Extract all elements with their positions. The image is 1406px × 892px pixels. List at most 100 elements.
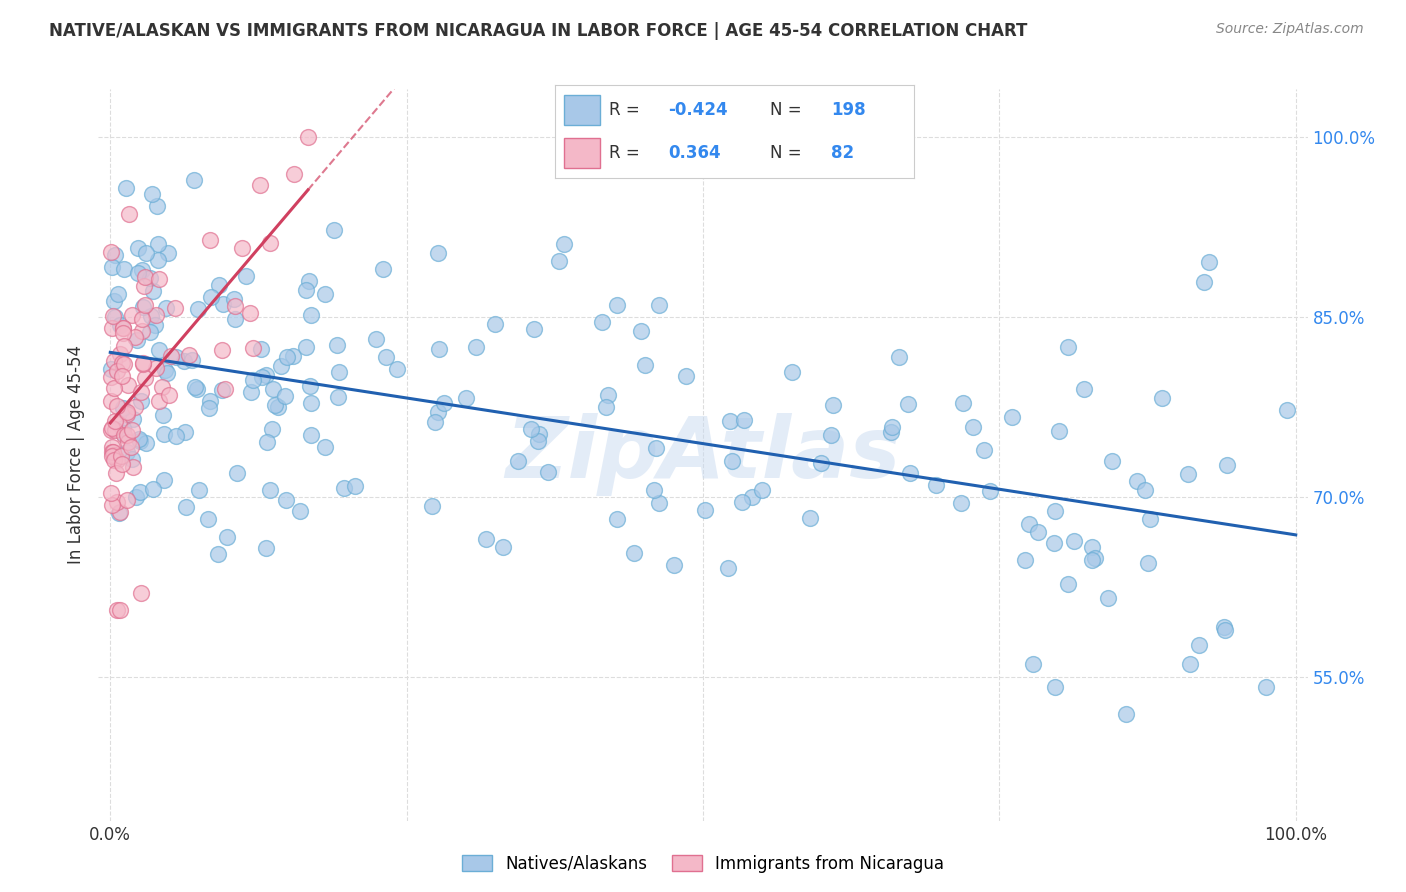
Point <box>103 448 125 462</box>
Point <box>1057 577 1080 591</box>
Point <box>153 473 176 487</box>
Point <box>731 494 754 508</box>
Point <box>264 398 287 412</box>
Point <box>115 181 138 195</box>
Point <box>973 443 995 458</box>
Point <box>177 348 200 362</box>
Point <box>150 380 173 394</box>
Point <box>224 292 246 306</box>
Text: ZipAtlas: ZipAtlas <box>505 413 901 497</box>
Point <box>155 362 177 376</box>
Point <box>239 306 262 320</box>
Point <box>159 350 181 364</box>
Point <box>112 428 135 442</box>
Point <box>121 451 143 466</box>
Point <box>111 326 134 340</box>
Point <box>131 311 153 326</box>
Point <box>343 479 366 493</box>
Point <box>112 320 135 334</box>
Point <box>145 308 167 322</box>
Point <box>898 466 921 480</box>
Point <box>101 321 124 335</box>
Point <box>134 279 156 293</box>
Point <box>139 310 162 324</box>
Point <box>103 453 125 467</box>
Point <box>595 401 617 415</box>
Point <box>426 246 449 260</box>
Point <box>605 297 627 311</box>
Point <box>1115 707 1137 722</box>
Point <box>127 266 149 280</box>
Point <box>606 512 628 526</box>
Point <box>283 167 305 181</box>
Text: 0.364: 0.364 <box>668 145 721 162</box>
Point <box>110 347 132 361</box>
Point <box>695 502 717 516</box>
Point <box>734 413 756 427</box>
Point <box>519 422 541 436</box>
Point <box>254 368 277 382</box>
Point <box>281 349 304 363</box>
Text: N =: N = <box>770 145 807 162</box>
Point <box>111 401 134 416</box>
Point <box>129 586 152 600</box>
Point <box>1188 639 1211 653</box>
Point <box>896 397 918 411</box>
Point <box>1275 403 1298 417</box>
Point <box>1216 458 1239 472</box>
Point <box>276 350 298 364</box>
Point <box>121 412 143 426</box>
Point <box>153 427 176 442</box>
Point <box>124 330 146 344</box>
Point <box>718 414 741 428</box>
Point <box>108 417 131 431</box>
Point <box>142 482 165 496</box>
Point <box>108 603 131 617</box>
Point <box>211 343 233 357</box>
Point <box>104 423 127 437</box>
Point <box>141 187 163 202</box>
Point <box>1101 454 1123 468</box>
Point <box>100 498 122 512</box>
Point <box>274 493 297 508</box>
Point <box>127 241 149 255</box>
Point <box>100 485 122 500</box>
Point <box>1073 382 1095 396</box>
Point <box>250 370 273 384</box>
Point <box>173 353 195 368</box>
Point <box>1001 409 1024 424</box>
Point <box>1212 620 1234 634</box>
Point <box>139 270 162 285</box>
Point <box>101 421 124 435</box>
Legend: Natives/Alaskans, Immigrants from Nicaragua: Natives/Alaskans, Immigrants from Nicara… <box>456 848 950 880</box>
Point <box>326 337 349 351</box>
Point <box>259 483 281 497</box>
Point <box>492 541 515 555</box>
Point <box>103 294 125 309</box>
Point <box>184 380 207 394</box>
Point <box>129 485 152 500</box>
Point <box>129 434 152 448</box>
Point <box>100 444 122 458</box>
Point <box>231 241 253 255</box>
Point <box>1126 475 1149 489</box>
Point <box>100 260 122 275</box>
Point <box>527 426 550 441</box>
Point <box>298 274 321 288</box>
Point <box>198 233 221 247</box>
Point <box>962 420 984 434</box>
Point <box>108 318 131 332</box>
Point <box>187 483 209 497</box>
Point <box>799 511 821 525</box>
Point <box>148 343 170 357</box>
Point <box>645 441 668 455</box>
Point <box>925 477 948 491</box>
Point <box>121 423 143 437</box>
Point <box>385 361 408 376</box>
Point <box>226 467 249 481</box>
Point <box>634 358 657 372</box>
Point <box>1215 623 1237 637</box>
Point <box>721 453 744 467</box>
Point <box>101 445 124 459</box>
Point <box>111 356 134 370</box>
